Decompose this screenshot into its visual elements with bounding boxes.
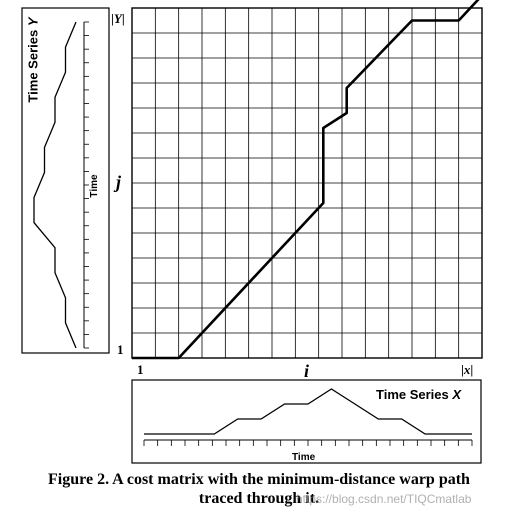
time-series-x-panel <box>131 379 482 464</box>
time-series-y-title-text: Time Series <box>25 29 41 103</box>
matrix-y-end-label: |Y| <box>111 11 125 26</box>
time-series-x-title-text: Time Series <box>376 387 449 402</box>
warp-path <box>132 0 480 360</box>
time-series-x-title: Time Series X <box>376 388 461 401</box>
matrix-y-one-label: 1 <box>117 342 124 357</box>
matrix-x-one-label: 1 <box>137 362 144 377</box>
time-series-y-axis-label: Time <box>89 174 100 198</box>
time-series-x-axis <box>143 439 473 446</box>
time-series-x-axis-label: Time <box>292 452 316 463</box>
time-series-x-title-var: X <box>452 387 462 402</box>
figure-caption: Figure 2. A cost matrix with the minimum… <box>0 470 518 508</box>
caption-line-1: Figure 2. A cost matrix with the minimum… <box>48 471 470 488</box>
time-series-y-panel <box>21 7 110 354</box>
caption-line-2: traced through it. <box>198 490 320 507</box>
matrix-j-label: j <box>116 172 122 192</box>
matrix-y-end-var: Y <box>113 11 122 26</box>
cost-matrix-grid <box>131 7 483 359</box>
time-series-x-curve <box>144 388 472 435</box>
time-series-y-title-var: Y <box>25 17 41 27</box>
watermark: https://blog.csdn.net/TIQCmatlab <box>296 492 472 506</box>
time-series-y-axis <box>83 21 89 349</box>
matrix-x-end-label: |x| <box>461 362 474 377</box>
time-series-y-curve <box>33 21 77 349</box>
matrix-x-end-var: x <box>463 362 471 377</box>
time-series-y-title: Time Series Y <box>25 17 41 103</box>
matrix-i-label: i <box>304 361 310 381</box>
